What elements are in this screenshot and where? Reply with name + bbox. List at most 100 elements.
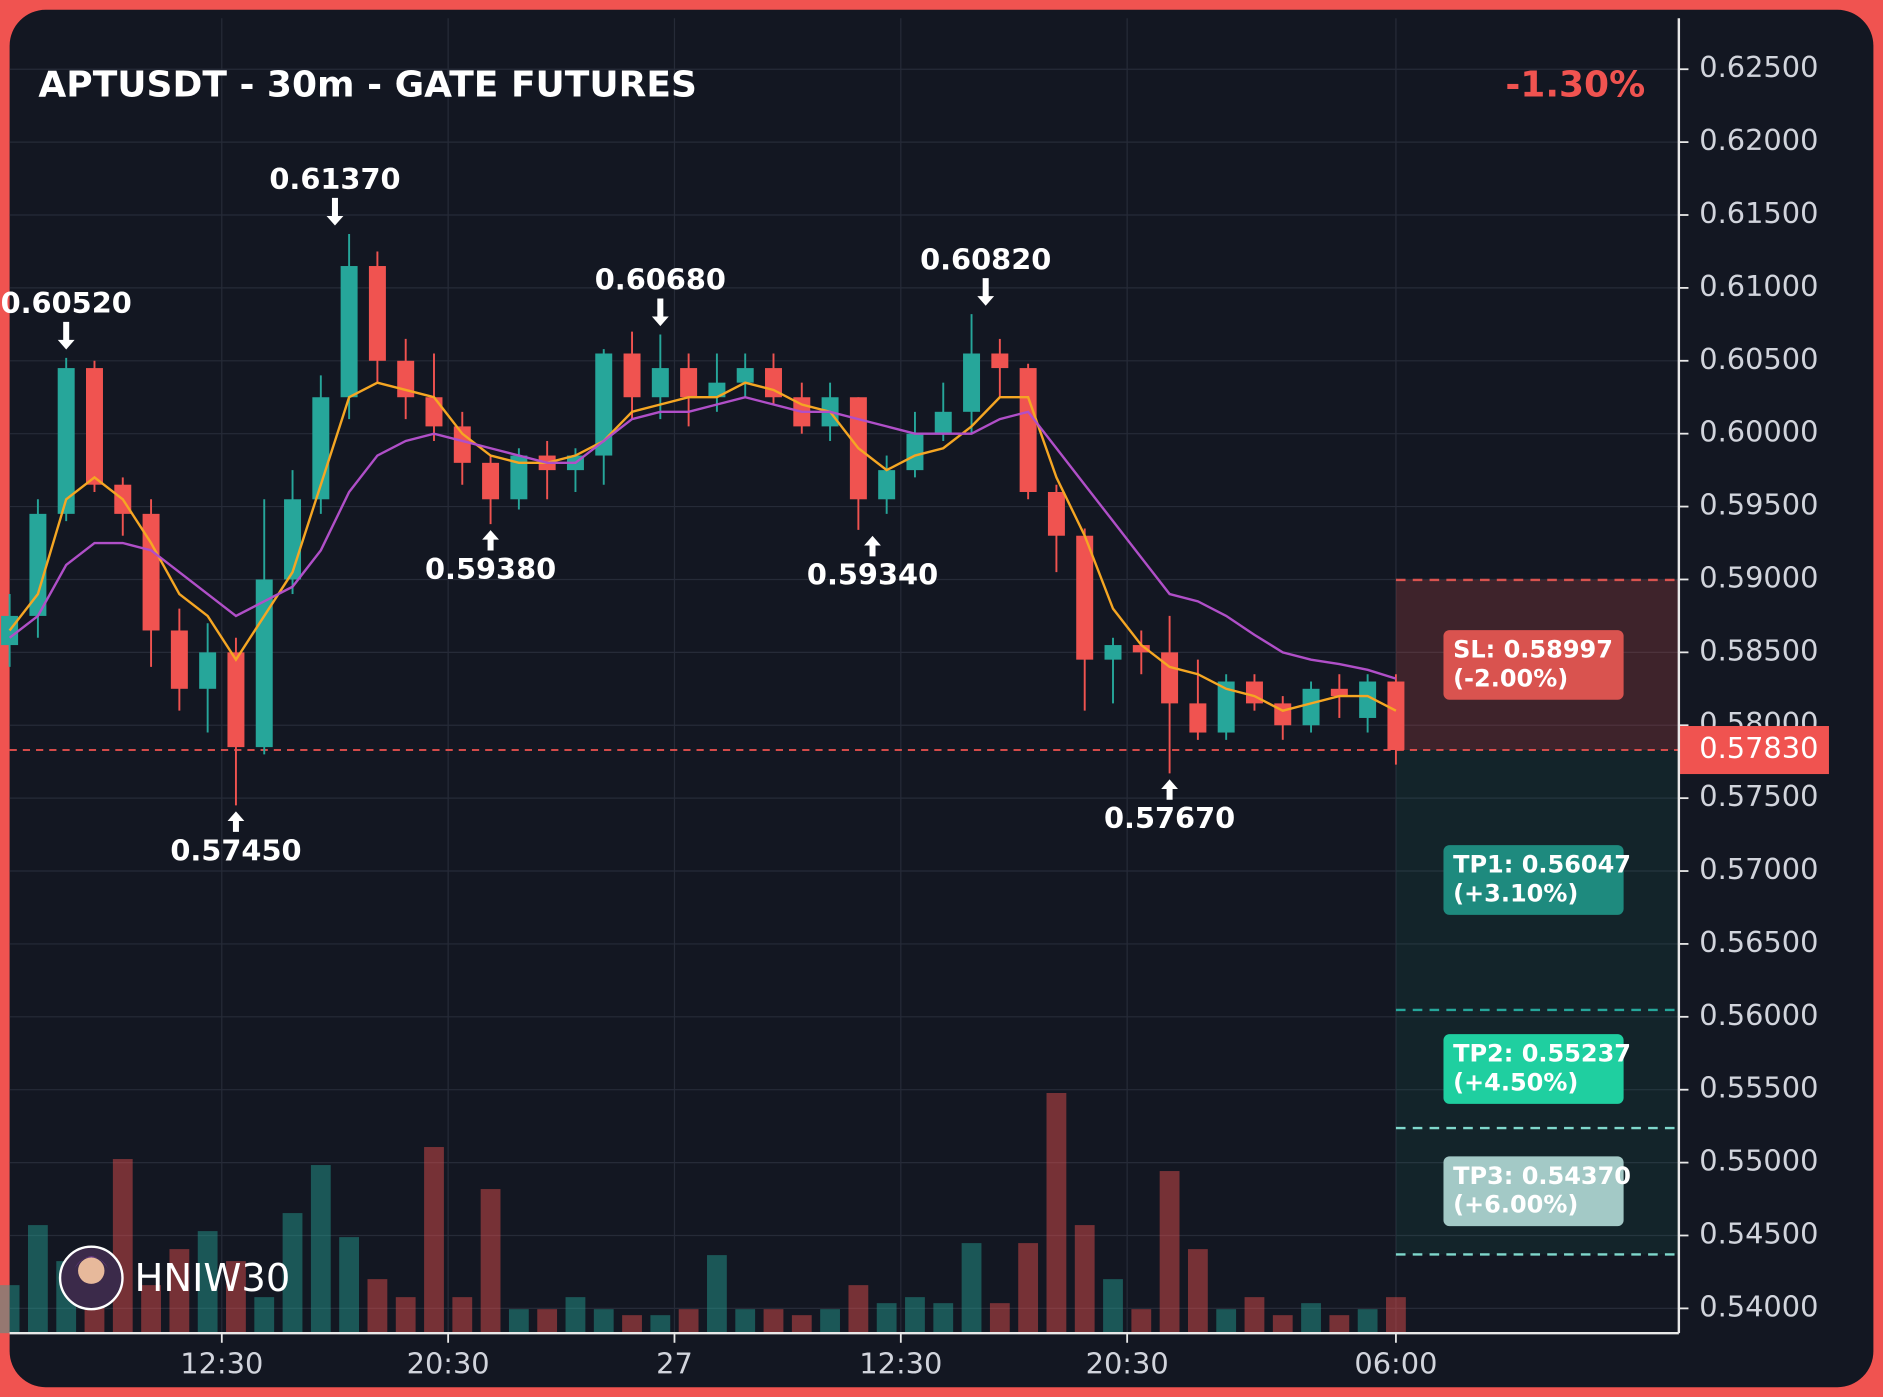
y-tick-label: 0.54500 [1699,1216,1818,1250]
volume-bar [339,1237,360,1334]
candle-body [170,630,188,689]
candle-body [1302,688,1320,726]
volume-bar [1216,1309,1237,1334]
volume-layer [0,1092,1406,1334]
level-box: SL: 0.58997(-2.00%) [1443,630,1624,700]
candle-body [1,615,19,646]
volume-bar [678,1309,699,1334]
candle-body [651,368,669,398]
volume-bar [1103,1279,1123,1334]
volume-bar [989,1303,1010,1334]
candle-body [1132,645,1150,653]
y-tick-label: 0.61500 [1699,196,1818,230]
candle-body [227,652,245,748]
volume-bar [905,1297,925,1334]
level-label: TP2: 0.55237 [1453,1040,1631,1068]
annotation-label: 0.60820 [920,242,1051,276]
y-tick-label: 0.56000 [1699,998,1818,1032]
volume-bar [763,1309,784,1334]
candle-body [1217,681,1235,733]
level-note: (+3.10%) [1453,879,1578,907]
y-tick-label: 0.59500 [1699,488,1818,522]
y-tick-label: 0.55000 [1699,1144,1818,1178]
candle-body [1189,703,1207,733]
y-tick-label: 0.57500 [1699,779,1818,813]
volume-bar [537,1309,558,1334]
plot-layer [1,233,1405,806]
candle-body [425,397,443,427]
volume-bar [961,1243,982,1334]
candle-body [199,652,217,689]
candle-body [284,499,302,580]
annotation-arrow [864,535,881,557]
volume-bar [593,1309,614,1334]
avatar-face [78,1257,105,1284]
y-tick-label: 0.56500 [1699,925,1818,959]
level-label: TP3: 0.54370 [1453,1162,1631,1190]
volume-bar [27,1225,48,1334]
annotation-label: 0.59380 [425,552,556,586]
volume-bar [1357,1309,1378,1334]
candle-body [1076,535,1094,660]
watermark-text: HNIW30 [135,1256,291,1301]
candle-body [623,353,641,398]
level-label: TP1: 0.56047 [1453,851,1631,879]
volume-bar [226,1261,246,1334]
label-layer: 0.60520 0.57450 0.61370 0.59380 0.60680 0.593… [1,162,1829,1227]
volume-bar [254,1297,275,1334]
y-tick-label: 0.57000 [1699,852,1818,886]
annotation-label: 0.57670 [1104,801,1235,835]
level-box: TP3: 0.54370(+6.00%) [1443,1156,1631,1227]
annotation-label: 0.61370 [269,162,400,196]
candle-body [906,433,924,471]
annotation-arrow [326,197,344,226]
y-tick-label: 0.60500 [1699,342,1818,376]
candle-body [510,455,528,500]
annotation-arrow [482,530,499,551]
y-tick-label: 0.62500 [1699,50,1818,84]
candle-body [934,411,952,434]
volume-bar [141,1285,161,1334]
y-tick-label: 0.60000 [1699,415,1818,449]
volume-bar [480,1189,501,1334]
volume-bar [0,1285,20,1334]
volume-bar [707,1255,727,1334]
candle-body [57,368,75,514]
annotation-arrow [1161,779,1178,800]
x-tick-label: 20:30 [407,1347,490,1381]
annotation-label: 0.59340 [807,558,938,592]
candle-body [1047,491,1065,536]
candle-body [482,462,500,500]
volume-bar [1244,1297,1265,1334]
volume-bar [565,1297,586,1334]
candle-body [29,513,47,616]
candle-body [1104,645,1122,660]
level-box: TP2: 0.55237(+4.50%) [1443,1034,1631,1104]
x-tick-label: 27 [656,1347,693,1381]
candle-body [991,353,1009,369]
moving-average [8,381,1397,712]
avatar-hair [74,1256,109,1269]
volume-bar [622,1315,642,1334]
volume-bar [1074,1225,1095,1334]
candle-body [963,353,981,412]
candle-body [736,368,754,383]
price-tag [1678,726,1829,775]
annotation-label: 0.60680 [595,263,726,297]
volume-bar [112,1159,133,1334]
x-tick-label: 12:30 [859,1347,942,1381]
volume-bar [395,1297,416,1334]
annotation-arrow [977,278,995,306]
candle-body [1330,688,1348,697]
candle-body [1161,652,1179,704]
annotation-label: 0.60520 [1,286,132,320]
x-tick-label: 20:30 [1086,1347,1169,1381]
level-box-bg [1443,845,1624,915]
volume-bar [1329,1315,1350,1334]
level-label: SL: 0.58997 [1453,636,1613,664]
volume-bar [169,1249,190,1334]
y-tick-label: 0.59000 [1699,560,1818,594]
candle-body [340,266,358,398]
